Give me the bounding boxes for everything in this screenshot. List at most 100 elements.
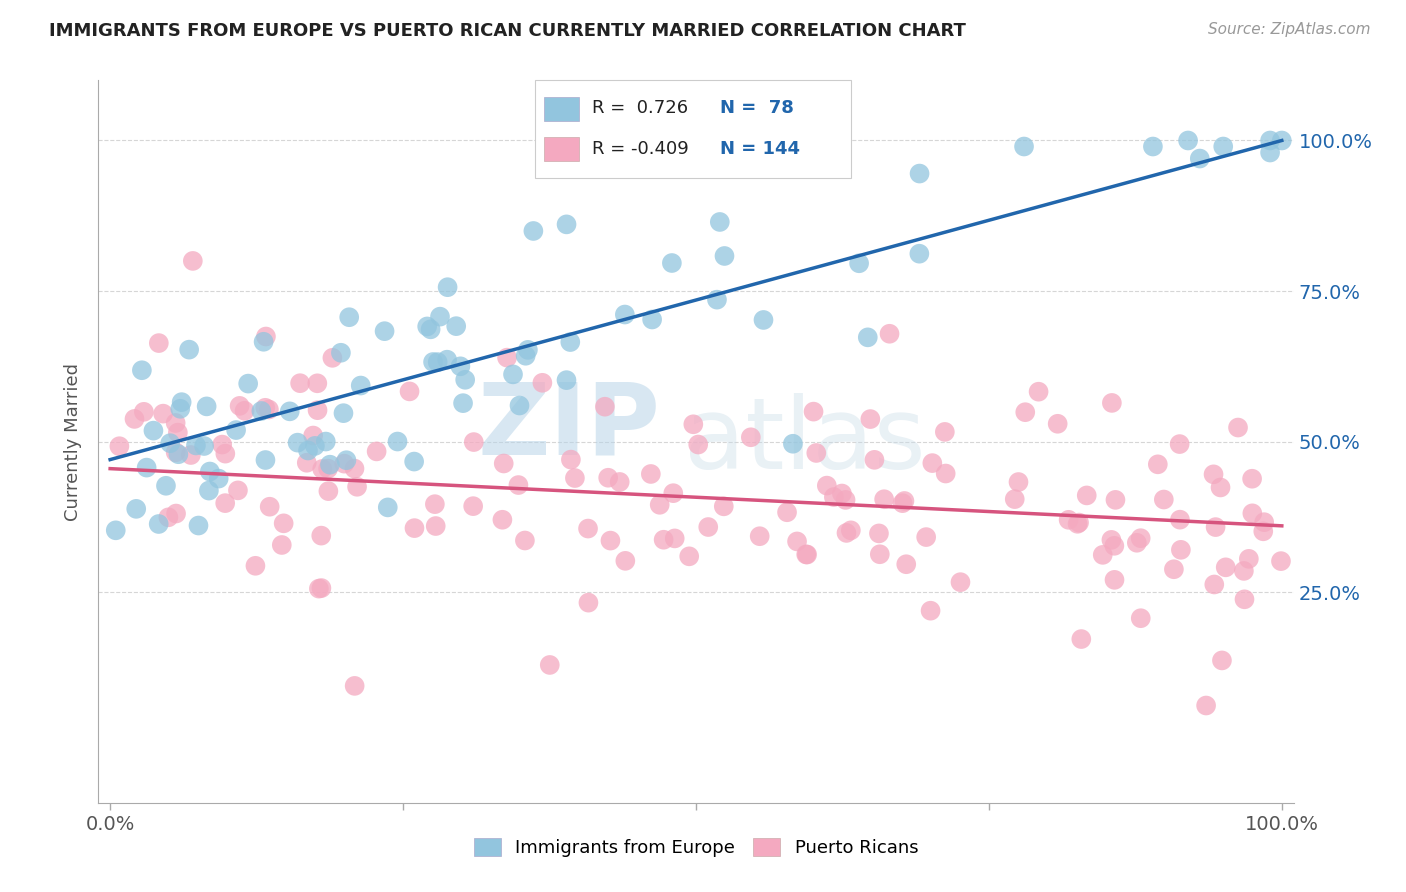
Point [859,412,882,426]
Point [492,457,515,471]
Point [786,534,808,549]
Point [307,376,329,391]
Point [1170,542,1192,557]
Text: R =  0.726: R = 0.726 [592,99,688,117]
Point [311,581,333,595]
Point [321,351,343,365]
Point [896,558,918,572]
Point [915,530,938,544]
Point [688,437,710,451]
Point [1101,396,1123,410]
Point [848,256,870,270]
Point [124,412,146,426]
Point [152,407,174,421]
Point [868,526,890,541]
Point [1168,513,1191,527]
Point [794,548,817,562]
Point [1258,133,1281,147]
Point [108,439,131,453]
Point [614,554,637,568]
Point [893,494,915,508]
Point [463,499,485,513]
Point [869,547,891,561]
Point [1253,515,1275,529]
Point [343,679,366,693]
Point [148,516,170,531]
Point [815,478,838,492]
Point [377,500,399,515]
Point [706,293,728,307]
Point [576,522,599,536]
Point [508,399,530,413]
Point [155,479,177,493]
Point [198,465,221,479]
Point [180,448,202,462]
Point [661,256,683,270]
Y-axis label: Currently Married: Currently Married [65,362,83,521]
Point [315,434,337,449]
Text: R = -0.409: R = -0.409 [592,140,689,158]
Point [740,430,762,444]
Point [1126,535,1149,549]
Point [1195,698,1218,713]
Point [531,376,554,390]
Point [449,359,471,374]
Point [839,524,862,538]
Point [307,403,329,417]
Point [444,319,467,334]
Point [184,438,207,452]
Point [245,558,267,573]
Point [1205,520,1227,534]
Point [167,447,190,461]
Point [346,480,368,494]
Point [1066,516,1088,531]
Point [259,500,281,514]
Point [451,396,474,410]
Point [491,513,513,527]
Point [641,312,664,326]
Point [1057,513,1080,527]
Point [416,319,439,334]
Point [834,492,856,507]
Point [1270,554,1292,568]
Point [908,167,931,181]
Point [1142,139,1164,153]
FancyBboxPatch shape [544,136,579,161]
Point [454,373,477,387]
Point [463,435,485,450]
Point [1209,480,1232,494]
Point [252,334,274,349]
Point [1241,472,1264,486]
Point [423,497,446,511]
Point [863,452,886,467]
Point [709,215,731,229]
Point [425,519,447,533]
Point [920,604,942,618]
Point [374,324,396,338]
Point [1129,531,1152,545]
Point [1028,384,1050,399]
Point [211,437,233,451]
Point [1241,506,1264,520]
Point [1104,539,1126,553]
Point [238,376,260,391]
Point [132,405,155,419]
Point [309,528,332,542]
Point [1014,405,1036,419]
Point [682,417,704,432]
Point [270,538,292,552]
Point [555,218,578,232]
Point [333,457,356,471]
Point [254,329,277,343]
Point [179,343,201,357]
Point [142,424,165,438]
Point [515,349,537,363]
Point [1204,577,1226,591]
Point [1251,524,1274,539]
Point [599,533,621,548]
Point [287,435,309,450]
Point [167,425,190,440]
Point [613,308,636,322]
Point [208,472,231,486]
Point [1271,133,1294,147]
